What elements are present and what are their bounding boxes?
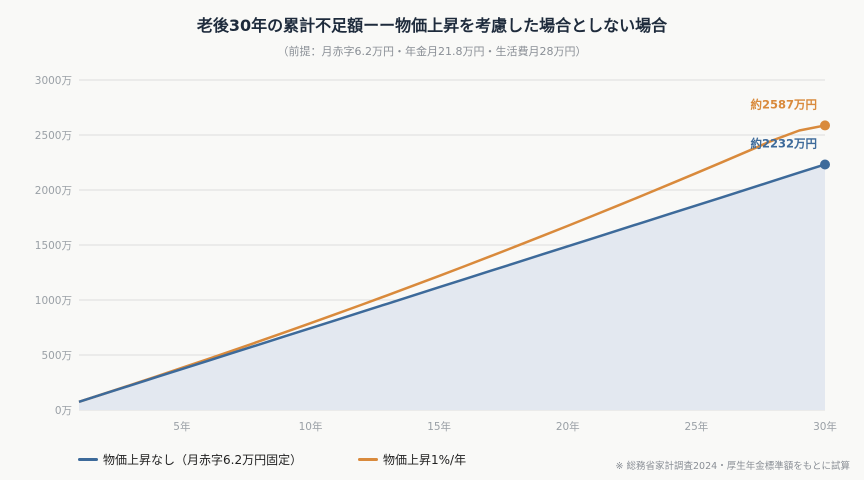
legend-swatch-flat (78, 458, 98, 461)
legend-swatch-inflation (358, 458, 378, 461)
x-tick-label: 5年 (173, 420, 190, 433)
x-tick-label: 10年 (299, 420, 323, 433)
x-tick-label: 30年 (813, 420, 837, 433)
end-label-inflation: 約2587万円 (750, 97, 817, 111)
y-tick-label: 1500万 (35, 240, 72, 252)
x-tick-label: 15年 (427, 420, 451, 433)
end-label-flat: 約2232万円 (750, 136, 817, 150)
x-tick-label: 20年 (556, 420, 580, 433)
y-tick-label: 0万 (55, 405, 72, 417)
series-line-inflation (78, 124, 826, 404)
y-tick-label: 500万 (41, 350, 72, 362)
y-tick-label: 2000万 (35, 185, 72, 197)
y-tick-label: 1000万 (35, 295, 72, 307)
source-note: ※ 総務省家計調査2024・厚生年金標準額をもとに試算 (615, 461, 850, 472)
legend-label-inflation: 物価上昇1%/年 (383, 453, 467, 467)
area-flat (79, 164, 825, 410)
legend-label-flat: 物価上昇なし（月赤字6.2万円固定） (103, 453, 303, 467)
end-marker-flat (820, 159, 830, 170)
end-markers (820, 120, 830, 170)
x-tick-label: 25年 (684, 420, 708, 433)
x-axis: 5年 10年 15年 20年 25年 30年 (173, 420, 837, 433)
series-lines (78, 124, 826, 404)
y-tick-label: 3000万 (35, 75, 72, 87)
series-line-flat (78, 163, 826, 404)
legend-item-inflation: 物価上昇1%/年 (358, 451, 466, 468)
chart-title: 老後30年の累計不足額ーー物価上昇を考慮した場合としない場合 (196, 16, 668, 35)
end-marker-inflation (820, 120, 830, 131)
legend-item-flat: 物価上昇なし（月赤字6.2万円固定） (78, 451, 302, 468)
chart-subtitle: （前提：月赤字6.2万円・年金月21.8万円・生活費月28万円） (277, 45, 587, 58)
y-tick-label: 2500万 (35, 130, 72, 142)
y-axis: 0万 500万 1000万 1500万 2000万 2500万 3000万 (35, 75, 72, 417)
area-fill (79, 164, 825, 410)
